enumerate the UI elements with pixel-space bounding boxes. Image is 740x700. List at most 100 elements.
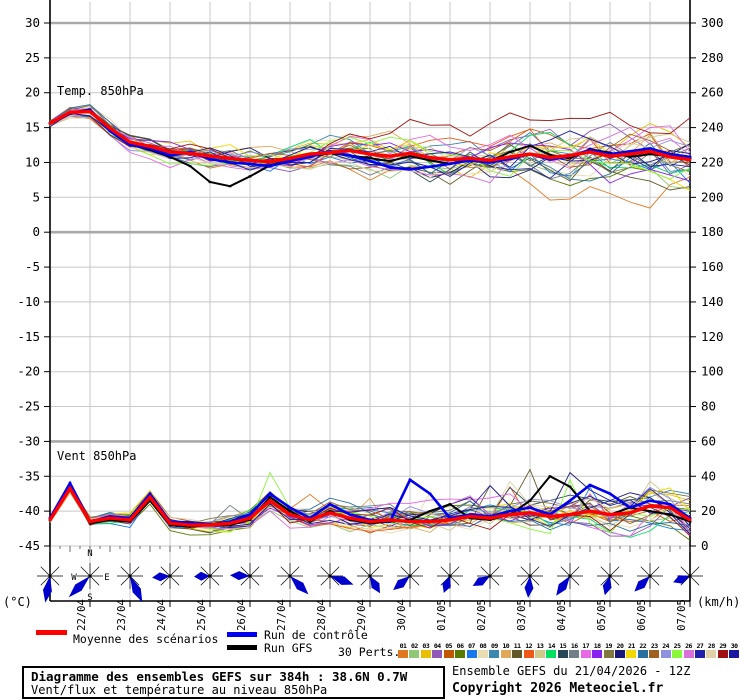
- date-label: 24/04: [156, 599, 168, 631]
- pert-number: 07: [468, 642, 475, 650]
- control-legend-swatch: [227, 632, 257, 637]
- date-label: 29/04: [356, 599, 368, 631]
- compass-s-label: S: [87, 593, 92, 603]
- temp-member-line: [49, 110, 691, 179]
- pert-number: 16: [570, 642, 578, 650]
- compass-w-label: W: [71, 573, 77, 583]
- pert-color-swatch: [500, 650, 511, 658]
- footer-info-box: Diagramme des ensembles GEFS sur 384h : …: [22, 666, 445, 699]
- temp-member-line: [49, 108, 691, 184]
- gfs-legend-swatch: [227, 645, 257, 650]
- pert-number: 05: [445, 642, 453, 650]
- pert-color-swatch: [466, 650, 477, 658]
- pert-color-swatch: [580, 650, 591, 658]
- temp-member-line: [49, 104, 691, 182]
- mean-legend-label: Moyenne des scénarios: [73, 632, 219, 646]
- wind-direction-wedge: [68, 576, 90, 598]
- wind-panel-label: Vent 850hPa: [57, 449, 137, 463]
- pert-color-swatch: [557, 650, 568, 658]
- run-info: Ensemble GEFS du 21/04/2026 - 12Z: [452, 664, 691, 678]
- pert-number: 13: [536, 642, 544, 650]
- wind-rose-center: [248, 574, 252, 578]
- pert-color-swatch: [409, 650, 420, 658]
- perts-legend-label: 30 Perts.: [338, 645, 401, 659]
- left-axis-unit: (°C): [3, 595, 32, 609]
- pert-number: 20: [616, 642, 624, 650]
- pert-color-swatch: [569, 650, 580, 658]
- left-axis-tick-label: -30: [17, 433, 40, 448]
- wind-direction-wedge: [130, 576, 143, 603]
- pert-color-swatch: [683, 650, 694, 658]
- wind-direction-wedge: [290, 576, 309, 595]
- pert-color-swatch: [649, 650, 660, 658]
- wind-rose-center: [208, 574, 212, 578]
- wind-rose-center: [488, 574, 492, 578]
- left-axis-tick-label: 20: [25, 85, 40, 100]
- right-axis-tick-label: 200: [701, 189, 724, 204]
- date-label: 01/05: [436, 599, 448, 631]
- pert-number: 09: [490, 642, 498, 650]
- wind-rose-center: [88, 574, 92, 578]
- right-axis-tick-label: 220: [701, 154, 724, 169]
- gfs-legend-label: Run GFS: [264, 641, 313, 655]
- pert-number: 14: [548, 642, 555, 650]
- left-axis-tick-label: -25: [17, 399, 40, 414]
- wind-rose-center: [648, 574, 652, 578]
- right-axis-tick-label: 40: [701, 468, 716, 483]
- pert-color-swatch: [603, 650, 614, 658]
- wind-direction-wedge: [442, 576, 451, 593]
- wind-rose-center: [688, 574, 692, 578]
- wind-direction-wedge: [230, 571, 250, 581]
- date-label: 28/04: [316, 599, 328, 631]
- wind-rose-center: [568, 574, 572, 578]
- wind-rose-center: [168, 574, 172, 578]
- wind-rose-center: [608, 574, 612, 578]
- right-axis-tick-label: 120: [701, 329, 724, 344]
- date-label: 06/05: [636, 599, 648, 631]
- pert-number: 28: [707, 642, 715, 650]
- wind-direction-wedge: [370, 576, 380, 594]
- wind-direction-wedge: [393, 576, 410, 591]
- date-label: 27/04: [276, 599, 288, 631]
- pert-number: 11: [513, 642, 521, 650]
- pert-number: 19: [605, 642, 612, 650]
- left-axis-tick-label: -5: [25, 259, 40, 274]
- date-label: 26/04: [236, 599, 248, 631]
- left-axis-tick-label: -40: [17, 503, 40, 518]
- pert-color-swatch: [672, 650, 683, 658]
- diagram-title: Diagramme des ensembles GEFS sur 384h : …: [31, 669, 408, 684]
- date-label: 30/04: [396, 599, 408, 631]
- wind-mean-line-markers: [48, 487, 692, 527]
- pert-color-swatch: [626, 650, 637, 658]
- pert-number: 08: [479, 642, 487, 650]
- right-axis-tick-label: 300: [701, 15, 724, 30]
- pert-number: 18: [593, 642, 601, 650]
- wind-direction-wedge: [194, 571, 210, 581]
- pert-number: 15: [559, 642, 567, 650]
- pert-color-swatch: [489, 650, 500, 658]
- control-legend-label: Run de contrôle: [264, 628, 368, 642]
- wind-rose-center: [128, 574, 132, 578]
- date-label: 07/05: [676, 599, 688, 631]
- right-axis-tick-label: 80: [701, 399, 716, 414]
- pert-number: 26: [685, 642, 692, 650]
- wind-rose-center: [448, 574, 452, 578]
- pert-number: 29: [719, 642, 727, 650]
- pert-color-swatch: [660, 650, 671, 658]
- date-label: 04/05: [556, 599, 568, 631]
- date-label: 02/05: [476, 599, 488, 631]
- wind-direction-wedge: [602, 576, 612, 596]
- temp-member-line: [49, 111, 691, 165]
- left-axis-tick-label: -35: [17, 468, 40, 483]
- pert-number: 21: [627, 642, 635, 650]
- date-label: 05/05: [596, 599, 608, 631]
- pert-number: 04: [433, 642, 441, 650]
- pert-number: 10: [502, 642, 510, 650]
- left-axis-tick-label: -20: [17, 364, 40, 379]
- wind-direction-wedge: [634, 576, 650, 592]
- left-axis-tick-label: -45: [17, 538, 40, 553]
- pert-color-swatch: [443, 650, 454, 658]
